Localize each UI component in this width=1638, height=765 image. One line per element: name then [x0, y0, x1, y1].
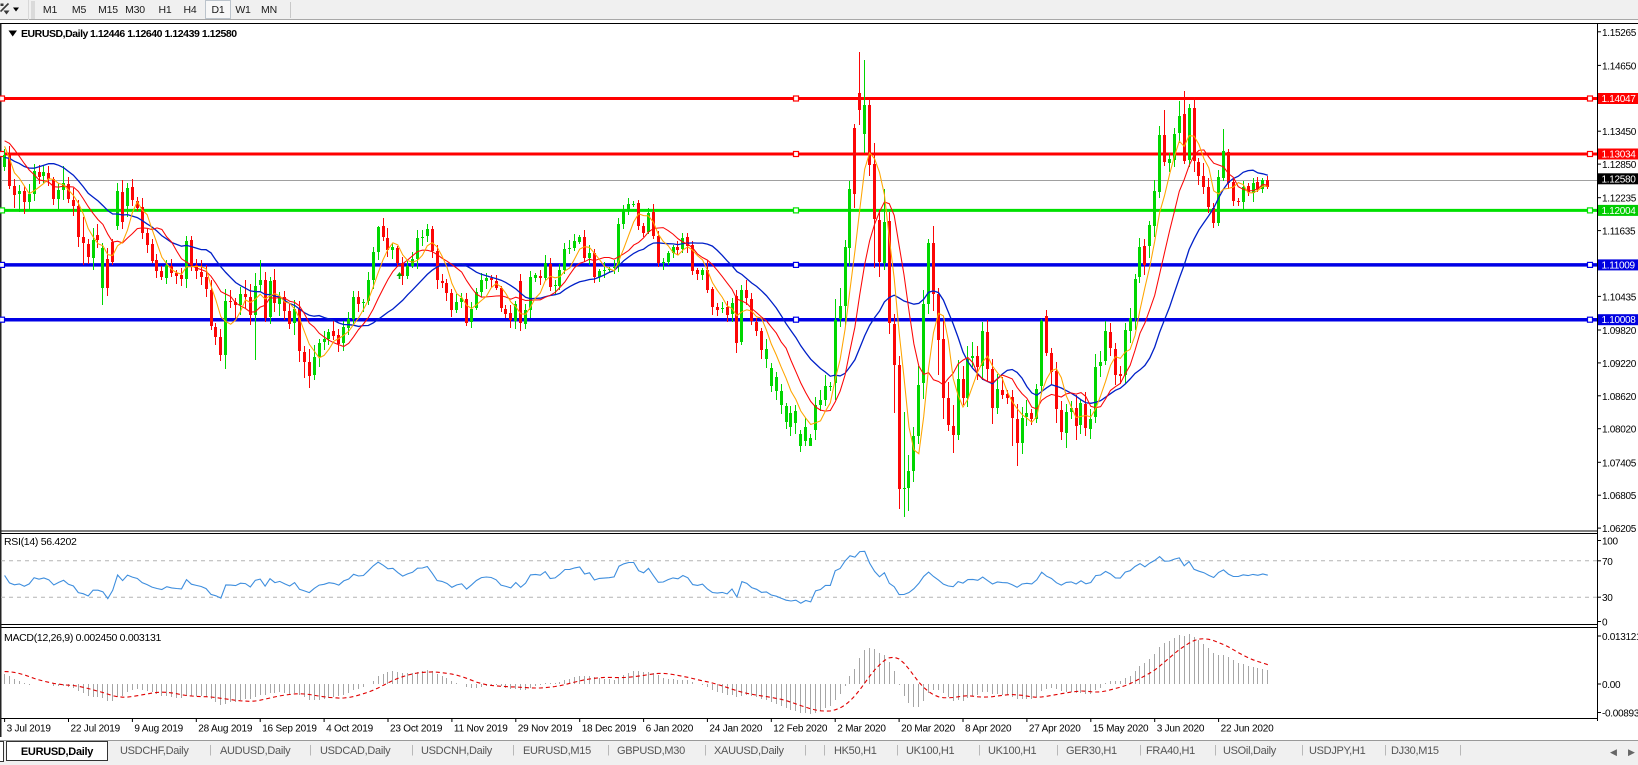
svg-text:1.12235: 1.12235	[1602, 194, 1637, 205]
svg-text:0.013121: 0.013121	[1602, 632, 1638, 643]
svg-text:3 Jul 2019: 3 Jul 2019	[7, 724, 52, 735]
svg-text:6 Jan 2020: 6 Jan 2020	[646, 724, 694, 735]
svg-text:1.07405: 1.07405	[1602, 458, 1637, 469]
svg-text:16 Sep 2019: 16 Sep 2019	[262, 724, 317, 735]
svg-text:1.06205: 1.06205	[1602, 524, 1637, 535]
svg-text:2 Mar 2020: 2 Mar 2020	[837, 724, 886, 735]
svg-text:28 Aug 2019: 28 Aug 2019	[198, 724, 253, 735]
svg-text:24 Jan 2020: 24 Jan 2020	[709, 724, 762, 735]
svg-text:1.13450: 1.13450	[1602, 127, 1637, 138]
svg-text:22 Jul 2019: 22 Jul 2019	[71, 724, 121, 735]
svg-text:11 Nov 2019: 11 Nov 2019	[454, 724, 508, 735]
svg-text:1.06805: 1.06805	[1602, 491, 1637, 502]
svg-text:1.11635: 1.11635	[1602, 227, 1636, 238]
svg-text:1.14650: 1.14650	[1602, 61, 1637, 72]
svg-text:20 Mar 2020: 20 Mar 2020	[901, 724, 956, 735]
svg-text:1.08020: 1.08020	[1602, 425, 1637, 436]
svg-text:1.14047: 1.14047	[1602, 94, 1637, 105]
svg-text:3 Jun 2020: 3 Jun 2020	[1157, 724, 1205, 735]
svg-text:1.10008: 1.10008	[1602, 315, 1637, 326]
svg-text:0: 0	[1602, 618, 1608, 629]
svg-text:1.09220: 1.09220	[1602, 359, 1637, 370]
svg-text:1.11009: 1.11009	[1602, 260, 1636, 271]
svg-text:70: 70	[1602, 557, 1613, 568]
svg-text:1.12850: 1.12850	[1602, 160, 1637, 171]
svg-text:27 Apr 2020: 27 Apr 2020	[1029, 724, 1081, 735]
svg-text:100: 100	[1602, 537, 1619, 548]
svg-text:4 Oct 2019: 4 Oct 2019	[326, 724, 374, 735]
svg-text:1.13034: 1.13034	[1602, 150, 1637, 161]
svg-text:1.15265: 1.15265	[1602, 28, 1637, 39]
svg-text:1.08620: 1.08620	[1602, 392, 1637, 403]
svg-text:9 Aug 2019: 9 Aug 2019	[134, 724, 183, 735]
svg-text:22 Jun 2020: 22 Jun 2020	[1221, 724, 1274, 735]
svg-text:1.12446 1.12640 1.12439 1.1258: 1.12446 1.12640 1.12439 1.12580	[90, 28, 237, 40]
svg-text:23 Oct 2019: 23 Oct 2019	[390, 724, 443, 735]
svg-text:MACD(12,26,9) 0.002450 0.00313: MACD(12,26,9) 0.002450 0.003131	[4, 632, 162, 644]
svg-text:18 Dec 2019: 18 Dec 2019	[582, 724, 637, 735]
svg-text:1.09820: 1.09820	[1602, 326, 1637, 337]
svg-text:1.10435: 1.10435	[1602, 292, 1637, 303]
svg-text:1.12004: 1.12004	[1602, 206, 1637, 217]
svg-text:EURUSD,Daily: EURUSD,Daily	[21, 28, 89, 40]
svg-text:30: 30	[1602, 593, 1613, 604]
svg-text:1.12580: 1.12580	[1602, 174, 1637, 185]
svg-text:15 May 2020: 15 May 2020	[1093, 724, 1149, 735]
svg-text:RSI(14) 56.4202: RSI(14) 56.4202	[4, 536, 77, 548]
svg-text:29 Nov 2019: 29 Nov 2019	[518, 724, 573, 735]
svg-text:8 Apr 2020: 8 Apr 2020	[965, 724, 1012, 735]
svg-text:0.00: 0.00	[1602, 680, 1621, 691]
svg-text:12 Feb 2020: 12 Feb 2020	[773, 724, 828, 735]
